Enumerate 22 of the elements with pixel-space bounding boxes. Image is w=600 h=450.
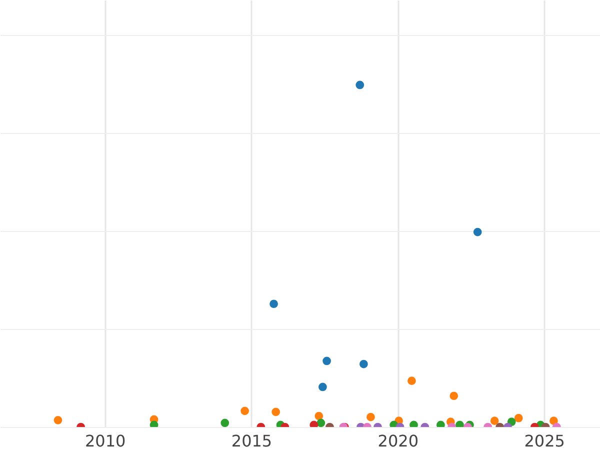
x-tick-label: 2025 xyxy=(524,432,565,450)
point xyxy=(356,80,364,90)
point xyxy=(473,228,482,236)
x-tick-label: 2015 xyxy=(231,432,272,450)
point xyxy=(318,382,327,392)
point xyxy=(490,416,499,426)
point xyxy=(408,376,416,386)
point xyxy=(514,414,523,422)
point xyxy=(220,418,230,427)
point xyxy=(240,406,249,416)
x-tick-label: 2020 xyxy=(378,432,419,450)
point xyxy=(316,418,326,427)
point xyxy=(322,356,331,366)
point xyxy=(314,412,324,420)
point xyxy=(54,416,62,424)
point xyxy=(450,392,458,400)
point xyxy=(550,416,558,426)
point xyxy=(366,412,375,422)
point xyxy=(270,300,278,308)
point xyxy=(272,408,280,416)
point xyxy=(360,360,368,368)
x-tick-label: 2010 xyxy=(84,432,126,450)
